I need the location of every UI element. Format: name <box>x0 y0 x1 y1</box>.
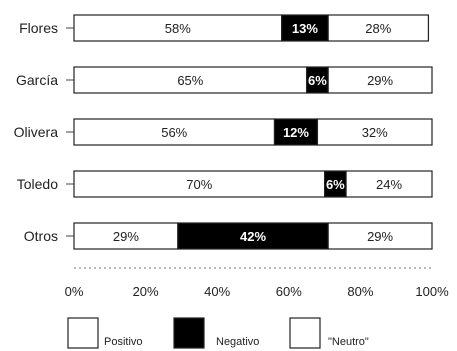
data-label: 6% <box>308 73 327 88</box>
bar-segment <box>177 222 329 250</box>
bar-segment <box>273 118 319 146</box>
category-label: Otros <box>24 228 58 244</box>
bar-segment <box>316 118 433 146</box>
bar-segment <box>327 14 430 42</box>
data-label: 24% <box>376 177 402 192</box>
data-label: 42% <box>240 229 266 244</box>
legend-label: Negativo <box>216 336 259 348</box>
x-tick-label: 80% <box>347 284 373 299</box>
bar-segment <box>345 170 433 198</box>
category-label: Flores <box>19 20 58 36</box>
x-tick-label: 0% <box>65 284 84 299</box>
bar-segment <box>327 222 433 250</box>
data-label: 28% <box>365 21 391 36</box>
data-label: 13% <box>292 21 318 36</box>
data-label: 6% <box>326 177 345 192</box>
data-label: 58% <box>165 21 191 36</box>
category-label: García <box>16 72 58 88</box>
data-label: 56% <box>161 125 187 140</box>
data-label: 29% <box>367 229 393 244</box>
legend-label: Positivo <box>104 336 143 348</box>
data-label: 70% <box>186 177 212 192</box>
bar-segment <box>73 170 326 198</box>
data-label: 65% <box>177 73 203 88</box>
bar-segment <box>73 66 308 94</box>
data-label: 29% <box>113 229 139 244</box>
bar-segment <box>73 222 179 250</box>
data-label: 29% <box>367 73 393 88</box>
category-label: Toledo <box>17 176 58 192</box>
x-tick-label: 100% <box>415 284 449 299</box>
x-tick-label: 60% <box>276 284 302 299</box>
category-label: Olivera <box>14 124 59 140</box>
bar-segment <box>73 118 276 146</box>
bar-segment <box>327 66 433 94</box>
legend-label: "Neutro" <box>328 336 369 348</box>
data-label: 32% <box>362 125 388 140</box>
x-tick-label: 20% <box>133 284 159 299</box>
legend-swatch <box>289 317 321 349</box>
bar-segment <box>281 14 329 42</box>
legend-swatch <box>173 317 205 349</box>
data-label: 12% <box>283 125 309 140</box>
x-tick-label: 40% <box>204 284 230 299</box>
legend-swatch <box>67 317 99 349</box>
